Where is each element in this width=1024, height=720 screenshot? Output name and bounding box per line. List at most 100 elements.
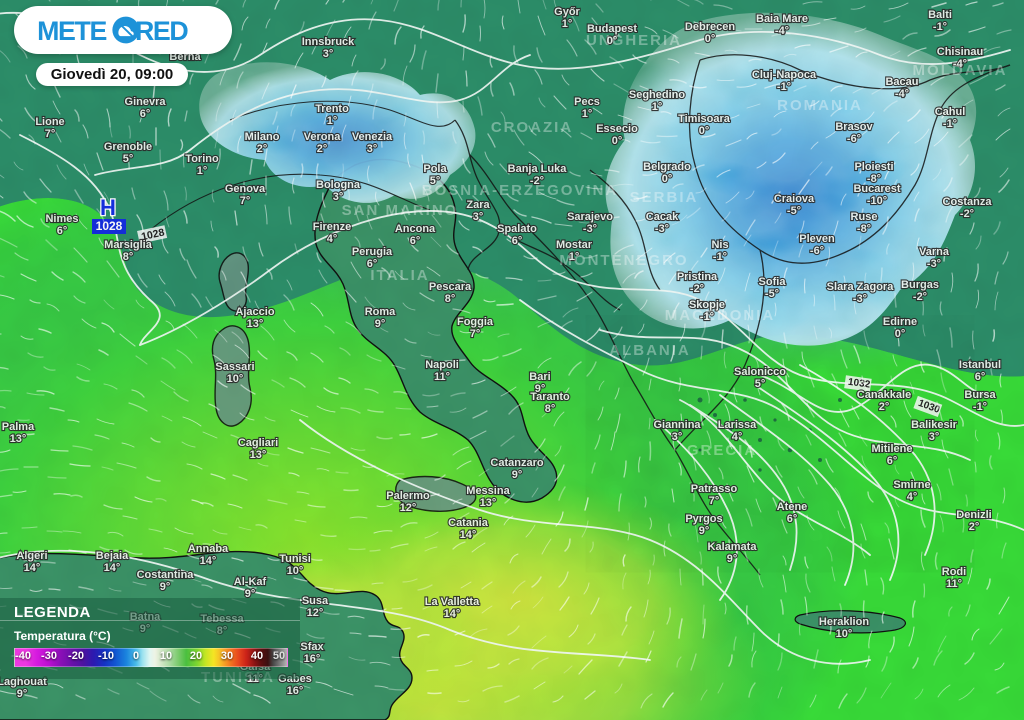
svg-text:Marsiglia: Marsiglia [104, 239, 153, 251]
svg-text:Larissa: Larissa [718, 419, 757, 431]
svg-text:14°: 14° [460, 529, 477, 541]
svg-text:9°: 9° [535, 383, 546, 395]
svg-text:Istanbul: Istanbul [959, 359, 1001, 371]
svg-text:2°: 2° [257, 143, 268, 155]
svg-text:2°: 2° [317, 143, 328, 155]
svg-text:Ploiesti: Ploiesti [854, 161, 893, 173]
svg-text:Al-Kaf: Al-Kaf [234, 576, 267, 588]
svg-text:-2°: -2° [913, 291, 927, 303]
svg-text:14°: 14° [24, 562, 41, 574]
svg-text:MONTENEGRO: MONTENEGRO [559, 252, 688, 269]
svg-text:1°: 1° [582, 108, 593, 120]
svg-text:-6°: -6° [810, 245, 824, 257]
svg-text:4°: 4° [907, 491, 918, 503]
svg-text:Baia Mare: Baia Mare [756, 13, 808, 25]
svg-text:Patrasso: Patrasso [691, 483, 738, 495]
svg-text:-3°: -3° [583, 223, 597, 235]
svg-text:9°: 9° [512, 469, 523, 481]
svg-text:Ruse: Ruse [851, 211, 878, 223]
svg-text:-5°: -5° [765, 288, 779, 300]
svg-text:Essecio: Essecio [596, 123, 638, 135]
svg-text:Costanza: Costanza [943, 196, 993, 208]
svg-text:6°: 6° [787, 513, 798, 525]
svg-text:13°: 13° [10, 433, 27, 445]
svg-text:-1°: -1° [777, 81, 791, 93]
svg-text:Sassari: Sassari [215, 361, 254, 373]
svg-text:-1°: -1° [713, 251, 727, 263]
svg-text:0°: 0° [705, 33, 716, 45]
svg-text:14°: 14° [104, 562, 121, 574]
svg-text:Cacak: Cacak [646, 211, 679, 223]
svg-text:3°: 3° [367, 143, 378, 155]
svg-text:Atene: Atene [777, 501, 808, 513]
svg-text:ALBANIA: ALBANIA [609, 342, 691, 359]
svg-text:MOLDAVIA: MOLDAVIA [913, 62, 1008, 79]
svg-text:Trento: Trento [315, 103, 349, 115]
svg-text:7°: 7° [709, 495, 720, 507]
svg-text:Győr: Győr [554, 6, 580, 18]
svg-text:-10°: -10° [867, 195, 887, 207]
svg-text:Pyrgos: Pyrgos [685, 513, 722, 525]
svg-text:Mostar: Mostar [556, 239, 593, 251]
svg-text:13°: 13° [480, 497, 497, 509]
svg-text:Brasov: Brasov [835, 121, 873, 133]
svg-text:-8°: -8° [857, 223, 871, 235]
svg-text:Susa: Susa [302, 595, 329, 607]
svg-text:3°: 3° [473, 211, 484, 223]
svg-text:6°: 6° [410, 235, 421, 247]
svg-text:1°: 1° [197, 165, 208, 177]
svg-text:Cahul: Cahul [935, 106, 966, 118]
svg-text:Canakkale: Canakkale [857, 389, 911, 401]
svg-text:Ginevra: Ginevra [125, 96, 167, 108]
svg-text:Debrecen: Debrecen [685, 21, 735, 33]
svg-text:10°: 10° [287, 565, 304, 577]
svg-text:Napoli: Napoli [425, 359, 459, 371]
svg-text:Messina: Messina [466, 485, 510, 497]
svg-text:Kalamata: Kalamata [708, 541, 758, 553]
svg-text:-3°: -3° [655, 223, 669, 235]
svg-text:Sfax: Sfax [300, 641, 324, 653]
svg-text:Mitilene: Mitilene [872, 443, 913, 455]
svg-text:-4°: -4° [775, 25, 789, 37]
svg-text:BOSNIA-ERZEGOVINA: BOSNIA-ERZEGOVINA [422, 182, 619, 199]
svg-text:-1°: -1° [973, 401, 987, 413]
svg-text:9°: 9° [375, 318, 386, 330]
svg-text:SERBIA: SERBIA [630, 189, 699, 206]
svg-text:Catanzaro: Catanzaro [490, 457, 543, 469]
svg-text:Venezia: Venezia [352, 131, 393, 143]
svg-text:Pleven: Pleven [799, 233, 835, 245]
svg-text:Innsbruck: Innsbruck [302, 36, 355, 48]
svg-text:CROAZIA: CROAZIA [491, 119, 573, 136]
svg-text:8°: 8° [123, 251, 134, 263]
svg-text:Verona: Verona [304, 131, 342, 143]
svg-text:Burgas: Burgas [901, 279, 939, 291]
svg-text:6°: 6° [57, 225, 68, 237]
svg-text:Spalato: Spalato [497, 223, 537, 235]
svg-text:Nis: Nis [711, 239, 728, 251]
svg-text:Belgrado: Belgrado [643, 161, 691, 173]
svg-text:-6°: -6° [847, 133, 861, 145]
svg-text:Smirne: Smirne [893, 479, 930, 491]
svg-text:Rodi: Rodi [942, 566, 966, 578]
svg-text:Perugia: Perugia [352, 246, 393, 258]
svg-text:Pola: Pola [423, 163, 447, 175]
svg-text:-1°: -1° [933, 21, 947, 33]
svg-text:Salonicco: Salonicco [734, 366, 786, 378]
svg-text:Roma: Roma [365, 306, 396, 318]
svg-text:16°: 16° [287, 685, 304, 697]
svg-text:5°: 5° [755, 378, 766, 390]
svg-text:Timisoara: Timisoara [678, 113, 731, 125]
svg-text:7°: 7° [470, 328, 481, 340]
svg-text:La Valletta: La Valletta [425, 596, 480, 608]
svg-text:Edirne: Edirne [883, 316, 917, 328]
svg-text:8°: 8° [445, 293, 456, 305]
svg-text:Annaba: Annaba [188, 543, 229, 555]
svg-text:9°: 9° [727, 553, 738, 565]
svg-text:Seghedino: Seghedino [629, 89, 686, 101]
svg-text:Genova: Genova [225, 183, 266, 195]
svg-text:6°: 6° [140, 108, 151, 120]
svg-text:Nimes: Nimes [45, 213, 78, 225]
svg-text:-2°: -2° [960, 208, 974, 220]
svg-text:Ajaccio: Ajaccio [235, 306, 274, 318]
svg-text:-2°: -2° [690, 283, 704, 295]
